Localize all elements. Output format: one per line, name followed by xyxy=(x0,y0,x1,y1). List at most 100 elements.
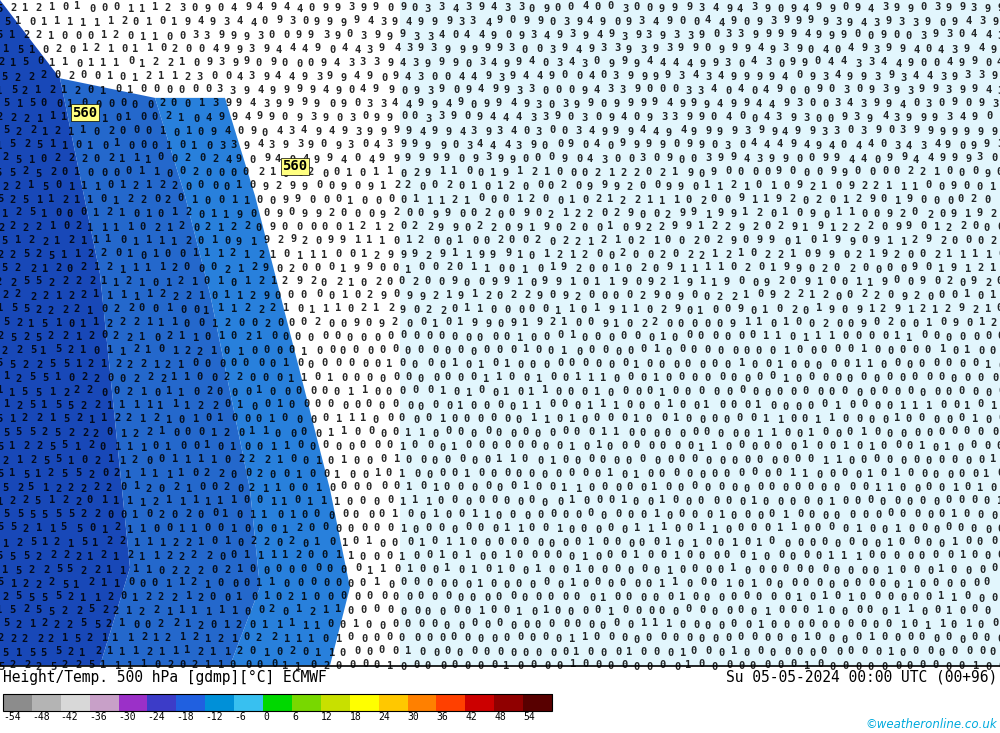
Text: 0: 0 xyxy=(875,265,881,275)
Text: 4: 4 xyxy=(237,16,243,26)
Text: 9: 9 xyxy=(505,248,512,258)
Text: 1: 1 xyxy=(912,401,918,410)
Text: 2: 2 xyxy=(165,4,171,13)
Text: 1: 1 xyxy=(141,443,147,453)
Text: 4: 4 xyxy=(712,3,719,12)
Text: 0: 0 xyxy=(439,633,445,644)
Text: 9: 9 xyxy=(861,72,867,81)
Text: 0: 0 xyxy=(414,660,420,670)
Text: 1: 1 xyxy=(178,360,184,369)
Text: 4: 4 xyxy=(835,70,841,80)
Text: 2: 2 xyxy=(991,236,997,246)
Text: 0: 0 xyxy=(458,564,464,575)
Text: 0: 0 xyxy=(368,209,374,219)
Text: 0: 0 xyxy=(458,345,464,355)
Text: 2: 2 xyxy=(147,647,153,658)
Text: 0: 0 xyxy=(886,619,892,629)
Text: 1: 1 xyxy=(654,236,660,246)
Text: 1: 1 xyxy=(685,660,691,670)
Text: 2: 2 xyxy=(160,374,166,384)
Text: 0: 0 xyxy=(516,579,522,589)
Text: 0: 0 xyxy=(505,414,511,424)
Text: 1: 1 xyxy=(373,167,380,177)
Text: 0: 0 xyxy=(828,634,834,644)
Text: 1: 1 xyxy=(660,333,666,342)
Text: 0: 0 xyxy=(717,319,723,329)
Text: 1: 1 xyxy=(465,550,472,560)
Text: 2: 2 xyxy=(535,235,541,245)
Text: 9: 9 xyxy=(972,84,978,94)
Text: 1: 1 xyxy=(600,594,606,603)
Text: 0: 0 xyxy=(373,552,380,561)
Text: 2: 2 xyxy=(529,194,535,204)
Text: 0: 0 xyxy=(483,345,490,355)
Text: 9: 9 xyxy=(730,152,737,163)
Text: 0: 0 xyxy=(882,222,888,232)
Text: 2: 2 xyxy=(576,265,582,274)
Text: 0: 0 xyxy=(444,621,450,631)
Text: 1: 1 xyxy=(62,57,68,67)
Text: 1: 1 xyxy=(225,536,231,546)
Text: 1: 1 xyxy=(756,537,762,548)
Text: 0: 0 xyxy=(232,388,238,398)
Text: 0: 0 xyxy=(874,345,880,356)
Text: 1: 1 xyxy=(277,455,283,465)
Text: 1: 1 xyxy=(67,99,73,108)
Text: 2: 2 xyxy=(310,607,316,617)
Text: 0: 0 xyxy=(544,577,550,587)
Text: 1: 1 xyxy=(360,413,366,423)
Text: 1: 1 xyxy=(765,607,771,617)
Text: 4: 4 xyxy=(405,17,411,27)
Text: 0: 0 xyxy=(763,498,769,507)
Text: 9: 9 xyxy=(568,139,574,149)
Text: 0: 0 xyxy=(737,413,743,423)
Text: 9: 9 xyxy=(432,126,438,136)
Text: 0: 0 xyxy=(836,647,842,657)
Text: 9: 9 xyxy=(678,182,684,191)
Text: 1: 1 xyxy=(74,1,80,12)
Text: 0: 0 xyxy=(193,305,200,314)
Text: 9: 9 xyxy=(790,29,797,40)
Text: 0: 0 xyxy=(977,510,984,520)
Text: 2: 2 xyxy=(744,263,750,273)
Text: 1: 1 xyxy=(607,221,613,231)
Text: 0: 0 xyxy=(556,633,562,644)
Text: 0: 0 xyxy=(784,592,790,602)
Text: 1: 1 xyxy=(861,345,868,355)
Text: 1: 1 xyxy=(990,182,996,192)
Text: 1: 1 xyxy=(353,619,359,629)
Text: 0: 0 xyxy=(770,208,776,218)
Text: 1: 1 xyxy=(386,359,392,369)
Text: 3: 3 xyxy=(646,29,652,40)
Text: 0: 0 xyxy=(453,605,460,615)
Text: 0: 0 xyxy=(388,523,394,533)
Text: 0: 0 xyxy=(847,427,853,437)
Text: 9: 9 xyxy=(920,276,926,287)
Text: 9: 9 xyxy=(432,153,439,163)
Text: 0: 0 xyxy=(379,401,385,410)
Bar xyxy=(523,693,553,711)
Text: 0: 0 xyxy=(171,510,178,520)
Text: 2: 2 xyxy=(68,235,74,245)
Bar xyxy=(3,693,32,711)
Text: 2: 2 xyxy=(427,222,433,232)
Text: 0: 0 xyxy=(808,319,815,328)
Text: 1: 1 xyxy=(400,497,406,507)
Text: 0: 0 xyxy=(518,306,524,315)
Text: 3: 3 xyxy=(661,111,667,122)
Text: 0: 0 xyxy=(464,278,470,288)
Text: 1: 1 xyxy=(946,605,952,616)
Text: 1: 1 xyxy=(269,578,275,587)
Text: 3: 3 xyxy=(946,112,952,122)
Text: 0: 0 xyxy=(102,468,109,478)
Text: 0: 0 xyxy=(556,660,563,671)
Text: 0: 0 xyxy=(251,592,258,602)
Text: 2: 2 xyxy=(145,592,152,602)
Text: 0: 0 xyxy=(652,592,658,603)
Text: 0: 0 xyxy=(419,182,425,191)
Text: 9: 9 xyxy=(822,152,828,163)
Text: 4: 4 xyxy=(764,112,770,122)
Text: 1: 1 xyxy=(335,303,341,313)
Text: 0: 0 xyxy=(257,660,263,670)
Text: 1: 1 xyxy=(114,579,120,589)
